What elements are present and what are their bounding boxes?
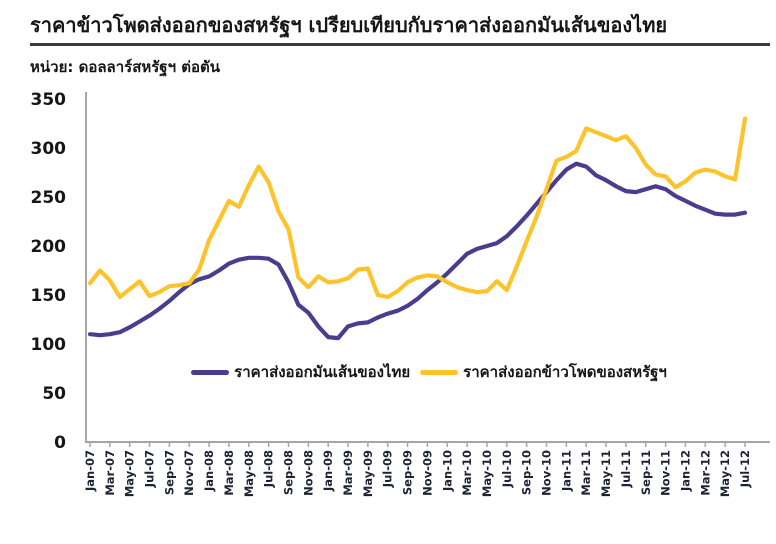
x-axis-label: Mar-11 — [579, 450, 593, 496]
x-axis-label: Sep-10 — [520, 450, 534, 495]
x-axis-label: May-08 — [242, 450, 256, 497]
x-axis-label: May-12 — [718, 450, 732, 497]
y-axis-label: 200 — [31, 237, 67, 257]
legend-label: ราคาส่งออกข้าวโพดของสหรัฐฯ — [463, 363, 667, 381]
x-axis-label: Jul-10 — [500, 450, 514, 488]
x-axis-label: Jan-09 — [321, 450, 335, 492]
chart-title: ราคาข้าวโพดส่งออกของสหรัฐฯ เปรียบเทียบกั… — [30, 12, 770, 46]
legend-label: ราคาส่งออกมันเส้นของไทย — [234, 363, 411, 381]
y-axis-label: 150 — [31, 286, 67, 306]
x-axis-label: Sep-08 — [281, 450, 295, 495]
legend-item: ราคาส่งออกข้าวโพดของสหรัฐฯ — [420, 360, 667, 384]
x-axis-label: Mar-07 — [103, 450, 117, 496]
thai-cassava-line — [87, 161, 748, 341]
x-axis-label: Jan-07 — [83, 450, 97, 492]
x-axis-label: Mar-09 — [341, 450, 355, 496]
y-axis-label: 0 — [54, 433, 66, 453]
chart-header: ราคาข้าวโพดส่งออกของสหรัฐฯ เปรียบเทียบกั… — [30, 12, 770, 46]
x-axis-label: Jul-08 — [262, 450, 276, 488]
legend-item: ราคาส่งออกมันเส้นของไทย — [191, 360, 410, 384]
y-axis-label: 300 — [31, 139, 67, 159]
us-corn-line — [87, 116, 748, 300]
x-axis-label: Jan-10 — [440, 450, 454, 492]
legend-line-swatch — [420, 369, 459, 375]
x-axis-label: Mar-12 — [698, 450, 712, 496]
x-axis-label: Nov-10 — [540, 450, 554, 496]
x-axis-label: Nov-09 — [420, 450, 434, 496]
chart-legend: ราคาส่งออกมันเส้นของไทย ราคาส่งออกข้าวโพด… — [88, 360, 770, 384]
x-axis-label: May-09 — [361, 450, 375, 497]
x-axis-label: May-11 — [599, 450, 613, 497]
x-axis-label: Mar-10 — [460, 450, 474, 496]
x-axis-label: Mar-08 — [222, 450, 236, 496]
x-axis-label: Sep-11 — [639, 450, 653, 495]
x-axis-label: Jul-07 — [143, 450, 157, 488]
chart-unit-label: หน่วย: ดอลลาร์สหรัฐฯ ต่อตัน — [30, 58, 220, 76]
x-axis-label: Nov-07 — [182, 450, 196, 496]
x-axis-label: Sep-09 — [401, 450, 415, 495]
x-axis-label: Nov-08 — [301, 450, 315, 496]
x-axis-label: Nov-11 — [659, 450, 673, 496]
x-axis-label: Jan-11 — [559, 450, 573, 492]
y-axis-label: 100 — [31, 335, 67, 355]
x-axis-label: Jul-12 — [738, 450, 752, 488]
x-axis-label: Jan-08 — [202, 450, 216, 492]
x-axis-label: Jul-09 — [381, 450, 395, 488]
x-axis-label: Jan-12 — [678, 450, 692, 492]
x-axis-label: Sep-07 — [162, 450, 176, 495]
y-axis-label: 50 — [42, 384, 66, 404]
x-axis-label: May-07 — [123, 450, 137, 497]
legend-line-swatch — [191, 369, 230, 375]
x-axis-label: Jul-11 — [619, 450, 633, 488]
chart-canvas: 0 50 100 150 200 250 300 350 Jan-07 Mar-07 May-07 J… — [31, 90, 770, 497]
x-axis-label: May-10 — [480, 450, 494, 497]
price-chart: 0 50 100 150 200 250 300 350 Jan-07 Mar-07 May-07 J… — [0, 80, 776, 530]
y-axis-label: 250 — [31, 188, 67, 208]
y-axis-label: 350 — [31, 90, 67, 110]
